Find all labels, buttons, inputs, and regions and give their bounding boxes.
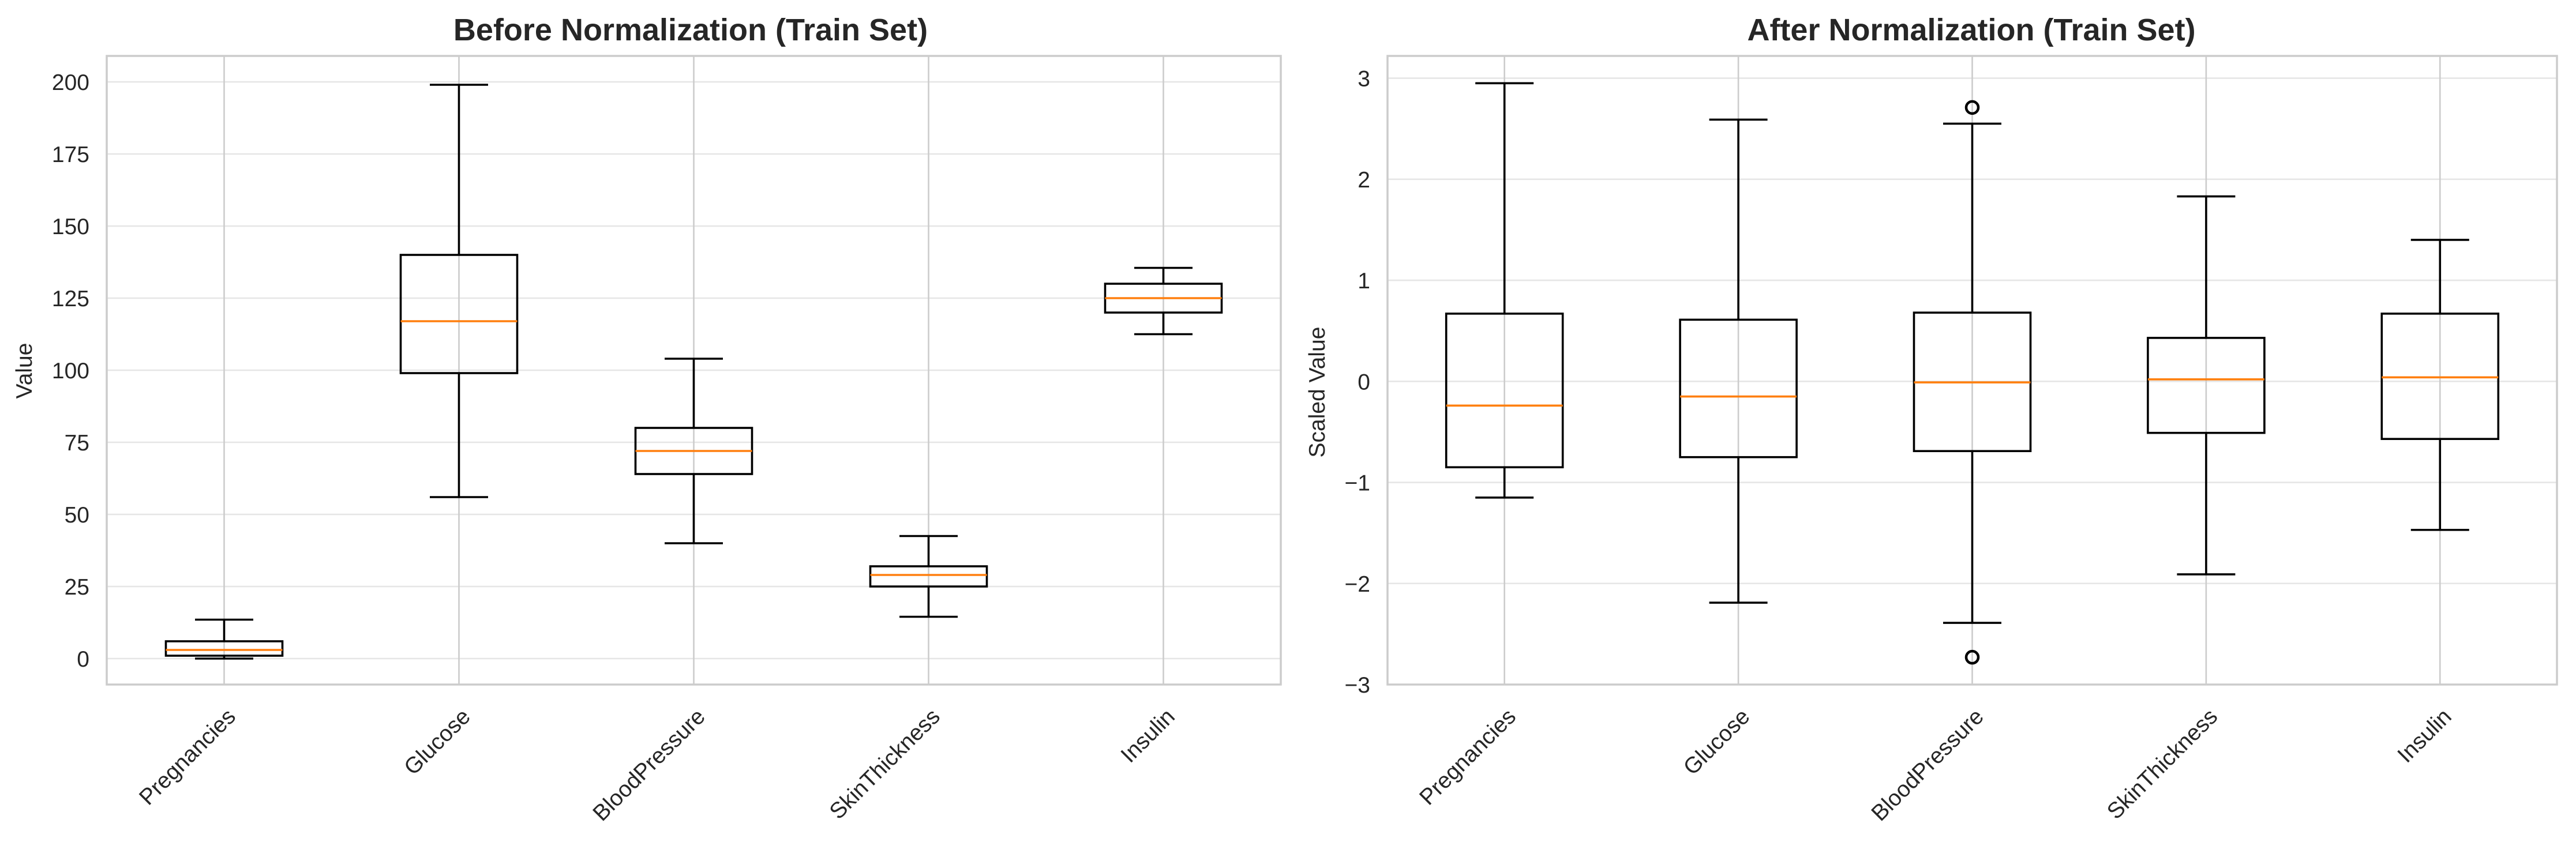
- y-tick-label-before: 150: [52, 215, 89, 239]
- box-insulin-before: [1104, 266, 1223, 336]
- y-tick-label-after: 2: [1358, 168, 1370, 193]
- chart-title-before: Before Normalization (Train Set): [453, 13, 928, 47]
- y-tick-label-after: −1: [1345, 471, 1370, 496]
- y-tick-label-before: 175: [52, 142, 89, 167]
- box-pregnancies-after: [1445, 82, 1564, 499]
- y-tick-label-after: −2: [1345, 572, 1370, 597]
- iqr-box: [1679, 318, 1798, 458]
- box-bloodpressure-after: [1913, 100, 2032, 665]
- y-tick-label-before: 50: [65, 503, 89, 528]
- iqr-box: [1445, 313, 1564, 469]
- box-pregnancies-before: [164, 618, 284, 660]
- box-insulin-after: [2380, 239, 2500, 531]
- y-axis-label-before: Value: [12, 343, 37, 399]
- y-axis-label-after: Scaled Value: [1305, 327, 1330, 458]
- x-tick-label-skinthickness-before: SkinThickness: [825, 704, 945, 824]
- y-tick-label-after: −3: [1345, 673, 1370, 698]
- x-tick-label-skinthickness-after: SkinThickness: [2102, 704, 2222, 824]
- iqr-box: [164, 640, 284, 657]
- y-tick-label-before: 0: [77, 647, 89, 672]
- box-glucose-after: [1679, 118, 1798, 604]
- chart-title-after: After Normalization (Train Set): [1747, 13, 2195, 47]
- outlier-point: [1964, 100, 1980, 115]
- x-tick-label-glucose-after: Glucose: [1679, 704, 1755, 780]
- y-tick-label-before: 125: [52, 287, 89, 311]
- box-glucose-before: [399, 84, 519, 498]
- after-normalization-panel: After Normalization (Train Set) Scaled V…: [1305, 13, 2558, 826]
- plot-frame-after: [1386, 55, 2558, 686]
- box-skinthickness-before: [869, 535, 988, 618]
- y-tick-label-after: 0: [1358, 370, 1370, 394]
- y-tick-label-before: 25: [65, 575, 89, 600]
- before-normalization-panel: Before Normalization (Train Set) Value 0…: [12, 13, 1282, 826]
- iqr-box: [869, 565, 988, 588]
- iqr-box: [2147, 337, 2266, 434]
- iqr-box: [399, 254, 519, 374]
- y-tick-label-after: 1: [1358, 269, 1370, 294]
- x-tick-label-insulin-after: Insulin: [2393, 704, 2457, 768]
- x-tick-label-pregnancies-after: Pregnancies: [1415, 704, 1521, 810]
- x-tick-label-insulin-before: Insulin: [1116, 704, 1180, 768]
- outlier-point: [1964, 649, 1980, 665]
- x-tick-label-glucose-before: Glucose: [399, 704, 475, 780]
- y-tick-label-before: 100: [52, 359, 89, 383]
- box-skinthickness-after: [2147, 195, 2266, 576]
- box-bloodpressure-before: [634, 358, 753, 544]
- x-tick-label-bloodpressure-after: BloodPressure: [1867, 704, 1989, 826]
- x-tick-label-bloodpressure-before: BloodPressure: [588, 704, 710, 826]
- plot-frame-before: [106, 55, 1282, 686]
- y-tick-label-before: 75: [65, 431, 89, 456]
- x-tick-label-pregnancies-before: Pregnancies: [134, 704, 241, 810]
- y-tick-label-before: 200: [52, 70, 89, 95]
- y-tick-label-after: 3: [1358, 67, 1370, 92]
